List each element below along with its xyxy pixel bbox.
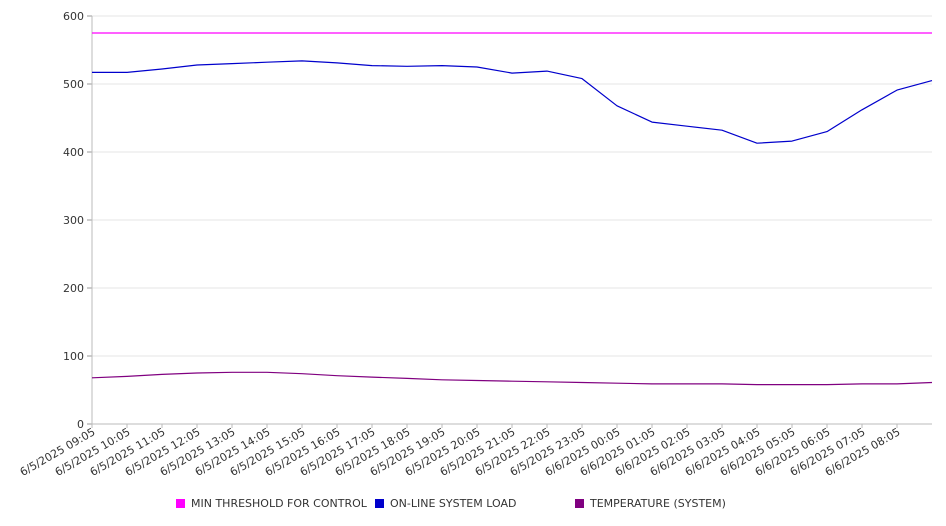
series-layer: [91, 32, 933, 386]
y-tick-label: 300: [63, 214, 84, 227]
axes-layer: [87, 15, 932, 428]
legend-swatch-system-load: [375, 499, 384, 508]
legend-swatch-temperature: [575, 499, 584, 508]
y-tick-label: 400: [63, 146, 84, 159]
y-tick-label: 500: [63, 78, 84, 91]
temperature-line: [91, 371, 933, 386]
grid-layer: [92, 15, 932, 357]
y-tick-label: 0: [77, 418, 84, 431]
legend-label-temperature: TEMPERATURE (SYSTEM): [590, 497, 726, 510]
y-tick-label: 200: [63, 282, 84, 295]
legend-swatch-min-threshold: [176, 499, 185, 508]
y-tick-label: 100: [63, 350, 84, 363]
legend: MIN THRESHOLD FOR CONTROL ON-LINE SYSTEM…: [0, 497, 946, 515]
legend-item-system-load: ON-LINE SYSTEM LOAD: [375, 497, 516, 510]
legend-item-temperature: TEMPERATURE (SYSTEM): [575, 497, 726, 510]
legend-label-min-threshold: MIN THRESHOLD FOR CONTROL: [191, 497, 367, 510]
legend-item-min-threshold: MIN THRESHOLD FOR CONTROL: [176, 497, 367, 510]
system-load-line: [92, 60, 933, 144]
y-tick-label: 600: [63, 10, 84, 23]
legend-label-system-load: ON-LINE SYSTEM LOAD: [390, 497, 517, 510]
